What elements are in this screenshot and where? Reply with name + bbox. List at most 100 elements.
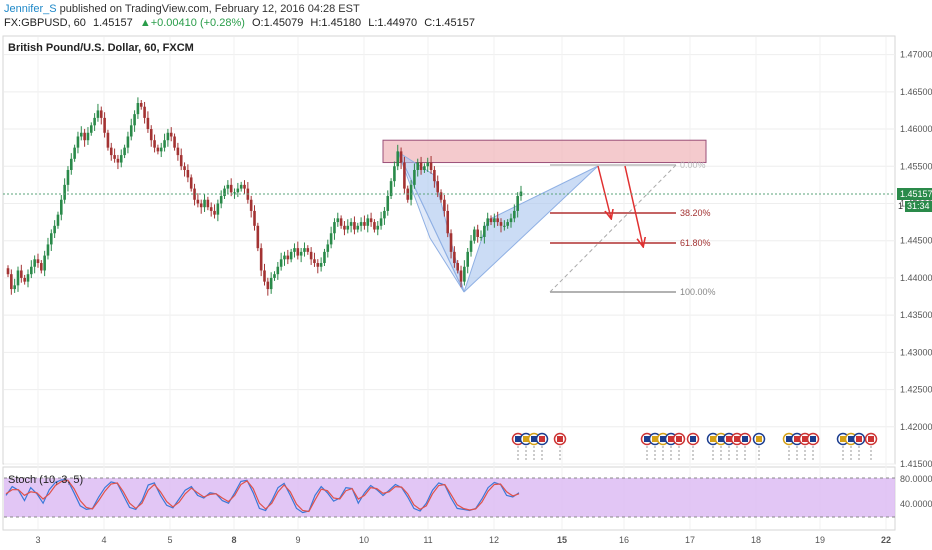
candle-body — [176, 147, 180, 156]
high-value: H:1.45180 — [310, 17, 362, 29]
candle-body — [146, 117, 150, 130]
candle-body — [133, 114, 136, 126]
candle-body — [16, 270, 20, 286]
stoch-tick-40: 40.0000 — [900, 499, 932, 509]
candle-body — [23, 277, 26, 282]
countdown-prefix: 1 — [898, 201, 903, 211]
candle-body — [333, 222, 336, 234]
candle-body — [6, 268, 10, 275]
candle-body — [76, 136, 80, 148]
candle-body — [26, 274, 30, 282]
candle-body — [219, 196, 223, 204]
candle-body — [449, 233, 453, 252]
event-flag-inner — [652, 436, 658, 442]
candle-body — [453, 251, 456, 264]
candle-body — [86, 132, 90, 141]
candle-body — [33, 259, 36, 267]
event-flag-inner — [742, 436, 748, 442]
candle-body — [369, 218, 373, 223]
candle-body — [346, 225, 350, 230]
candle-body — [189, 177, 193, 189]
candle-body — [516, 196, 519, 211]
candle-body — [389, 181, 393, 197]
candle-body — [233, 192, 236, 194]
stoch-band — [4, 478, 895, 517]
time-tick: 9 — [295, 535, 300, 545]
candle-body — [203, 199, 206, 208]
stoch-title: Stoch (10, 3, 5) — [8, 474, 84, 486]
arrow-to-382[interactable] — [597, 165, 611, 218]
candle-body — [356, 225, 360, 230]
candle-body — [506, 222, 509, 226]
candle-body — [226, 184, 230, 189]
candle-body — [423, 166, 426, 170]
price-change: ▲+0.00410 (+0.28%) — [139, 17, 245, 29]
candle-body — [459, 270, 463, 282]
price-tick: 1.42500 — [900, 385, 932, 395]
arrow-to-618[interactable] — [624, 165, 643, 246]
candle-body — [353, 222, 356, 230]
candle-body — [196, 199, 200, 204]
symbol-label: FX:GBPUSD, 60 — [4, 17, 86, 29]
candle-body — [186, 169, 190, 178]
event-flag-inner — [810, 436, 816, 442]
candle-body — [416, 162, 420, 170]
candle-body — [253, 210, 256, 226]
publish-info: published on TradingView.com, February 1… — [59, 3, 360, 15]
candle-body — [193, 188, 196, 200]
candle-body — [256, 225, 260, 249]
candle-body — [223, 188, 226, 197]
fib-label-0: 0.00% — [680, 160, 706, 170]
candle-body — [96, 110, 100, 118]
candlestick-series — [6, 97, 523, 296]
candle-body — [323, 251, 326, 264]
candle-body — [476, 229, 479, 237]
time-tick: 3 — [35, 535, 40, 545]
author-link[interactable]: Jennifer_S — [4, 3, 57, 15]
candle-body — [239, 184, 243, 189]
event-flag-inner — [523, 436, 529, 442]
pattern-triangle-bcd[interactable] — [463, 165, 599, 293]
quote-bar: FX:GBPUSD, 60 1.45157 ▲+0.00410 (+0.28%)… — [4, 16, 479, 30]
candle-body — [296, 248, 300, 256]
candle-body — [20, 270, 23, 278]
event-flag-inner — [840, 436, 846, 442]
candle-body — [493, 218, 496, 223]
candle-body — [109, 147, 113, 156]
price-tick: 1.42000 — [900, 422, 932, 432]
candle-body — [50, 233, 53, 245]
candle-body — [399, 151, 403, 163]
candle-body — [503, 225, 506, 227]
candle-body — [359, 222, 363, 226]
candle-body — [413, 169, 416, 185]
candle-body — [99, 110, 103, 118]
economic-events[interactable] — [511, 432, 878, 463]
fib-label-618: 61.80% — [680, 238, 711, 248]
candle-body — [429, 162, 433, 170]
candle-body — [40, 263, 43, 271]
time-tick: 17 — [685, 535, 695, 545]
candle-body — [283, 255, 286, 260]
candle-body — [113, 155, 116, 159]
time-tick: 5 — [167, 535, 172, 545]
candle-body — [183, 166, 186, 170]
candle-body — [339, 218, 343, 226]
supply-zone-box[interactable] — [382, 139, 707, 164]
fib-retracement[interactable]: 0.00% 38.20% 61.80% 100.00% — [549, 160, 716, 297]
event-flag-inner — [802, 436, 808, 442]
candle-body — [69, 158, 73, 170]
candle-body — [153, 140, 156, 148]
open-value: O:1.45079 — [251, 17, 304, 29]
candle-body — [83, 132, 86, 141]
candle-body — [289, 251, 293, 260]
price-tick: 1.46500 — [900, 87, 932, 97]
price-tick: 1.44000 — [900, 273, 932, 283]
candle-body — [66, 169, 70, 185]
candle-body — [89, 125, 93, 133]
fib-trend-line — [549, 164, 677, 293]
event-flag-inner — [794, 436, 800, 442]
event-flag-inner — [856, 436, 862, 442]
candle-body — [286, 255, 290, 260]
